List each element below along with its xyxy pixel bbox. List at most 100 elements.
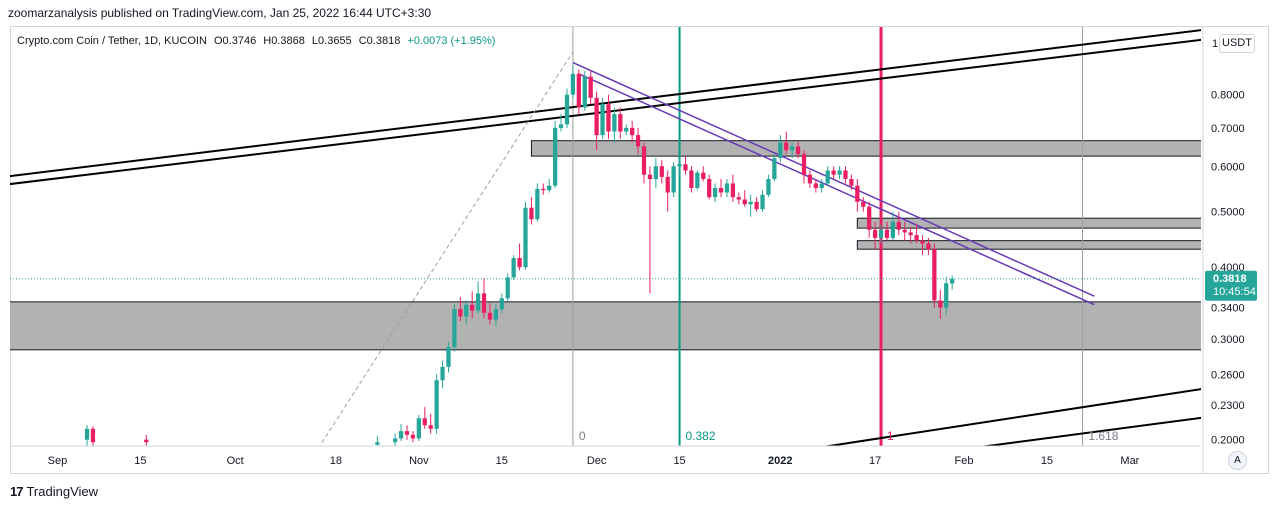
price-tick-label: 0.3000	[1211, 334, 1245, 346]
candle-body	[541, 188, 546, 191]
auto-scale-button[interactable]: A	[1228, 451, 1247, 470]
candle-body	[861, 201, 866, 207]
candle-body	[950, 278, 955, 284]
candle-body	[505, 277, 510, 299]
candle-body	[944, 283, 949, 308]
fib-label: 1.618	[1088, 429, 1118, 443]
candle-body	[902, 229, 907, 233]
trend-line	[822, 388, 1201, 446]
candle-body	[790, 146, 795, 151]
candle-body	[748, 201, 753, 205]
tradingview-logo-icon: 17	[10, 484, 24, 499]
price-tick-label: 0.2600	[1211, 369, 1245, 381]
trend-line	[10, 38, 1201, 186]
candle-body	[890, 221, 896, 238]
candle-body	[618, 114, 623, 132]
candle-body	[884, 229, 890, 238]
support-resistance-zone	[530, 140, 1201, 157]
time-tick-label: 17	[869, 455, 881, 467]
candle-body	[464, 304, 469, 317]
candle-body	[553, 127, 558, 186]
candle-body	[665, 176, 670, 193]
candle-body	[754, 201, 759, 210]
candle-body	[819, 183, 824, 188]
candle-body	[606, 104, 611, 132]
chart-frame[interactable]	[10, 26, 1269, 474]
legend-low: L0.3655	[311, 35, 352, 47]
candle-body	[872, 229, 878, 238]
candle-body	[843, 170, 848, 180]
time-tick-label: 15	[496, 455, 508, 467]
time-tick-label: Mar	[1120, 455, 1139, 467]
trend-line	[10, 29, 1201, 178]
candle-body	[582, 76, 587, 108]
candle-body	[576, 73, 581, 108]
legend-high: H0.3868	[263, 35, 305, 47]
candle-body	[422, 418, 427, 426]
price-tick-label: 0.2300	[1211, 400, 1245, 412]
candle-body	[470, 304, 475, 311]
candle-body	[784, 142, 789, 151]
candle-body	[766, 179, 771, 195]
plot-area: 0 0.382 1 1.618	[10, 27, 1201, 446]
candle-body	[724, 183, 730, 193]
candle-body	[718, 187, 724, 193]
candle-body	[647, 174, 653, 180]
candle-body	[558, 124, 564, 128]
candle-body	[837, 170, 842, 175]
candle-body	[416, 418, 421, 439]
currency-button[interactable]: USDT	[1219, 34, 1255, 53]
candle-body	[446, 347, 451, 367]
candle-body	[481, 293, 487, 313]
candle-body	[712, 187, 718, 198]
candle-body	[878, 229, 884, 238]
candle-body	[458, 309, 463, 317]
legend-close: C0.3818	[358, 35, 401, 47]
candle-body	[855, 185, 860, 202]
symbol-legend[interactable]: Crypto.com Coin / Tether, 1D, KUCOIN O0.…	[17, 35, 495, 47]
candle-body	[742, 199, 747, 205]
candle-body	[896, 221, 901, 230]
candle-body	[801, 154, 807, 175]
candle-body	[701, 172, 706, 180]
candle-body	[517, 258, 522, 268]
candle-body	[926, 243, 931, 250]
tradingview-footer[interactable]: 17 TradingView	[10, 484, 98, 499]
candle-body	[452, 309, 457, 348]
candle-body	[535, 188, 540, 220]
time-tick-label: 15	[1041, 455, 1053, 467]
candle-body	[594, 97, 599, 136]
price-tick-label: 0.7000	[1211, 123, 1245, 135]
time-tick-label: Nov	[409, 455, 429, 467]
candle-body	[90, 428, 96, 443]
candle-body	[778, 142, 783, 159]
legend-symbol[interactable]: Crypto.com Coin / Tether, 1D, KUCOIN	[17, 35, 207, 47]
trend-line	[578, 73, 1095, 306]
candle-body	[695, 172, 700, 188]
support-resistance-zone	[856, 217, 1201, 229]
candle-body	[908, 232, 913, 236]
candle-body	[831, 170, 836, 175]
candle-body	[547, 185, 552, 191]
time-tick-label: Feb	[955, 455, 974, 467]
time-tick-label: Oct	[227, 455, 244, 467]
candle-body	[813, 183, 818, 188]
candle-body	[867, 206, 872, 230]
candle-body	[849, 179, 854, 186]
candle-body	[410, 434, 416, 439]
candle-body	[600, 104, 605, 136]
trend-line	[979, 416, 1201, 446]
candle-body	[683, 164, 688, 171]
candle-body	[523, 207, 528, 268]
candle-body	[475, 293, 481, 311]
candle-body	[84, 428, 90, 440]
price-tick-label: 0.3400	[1211, 303, 1245, 315]
trend-line	[319, 51, 574, 446]
time-tick-label: Sep	[48, 455, 68, 467]
candle-body	[404, 431, 410, 435]
candle-body	[677, 164, 682, 167]
time-tick-label: Dec	[587, 455, 607, 467]
support-resistance-zone	[856, 240, 1201, 250]
last-price-tag	[1205, 270, 1257, 301]
